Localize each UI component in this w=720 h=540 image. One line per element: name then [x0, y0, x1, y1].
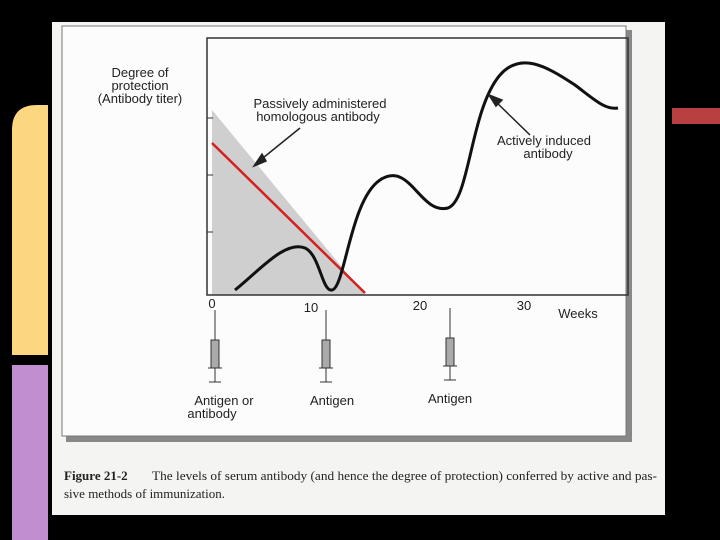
syringe-label: Antigen	[428, 391, 472, 406]
y-axis-label: protection	[111, 78, 168, 93]
annotation: antibody	[523, 146, 573, 161]
x-axis-label: Weeks	[558, 306, 598, 321]
annotation: Actively induced	[497, 133, 591, 148]
y-axis-label: Degree of	[111, 65, 168, 80]
frame	[61, 25, 627, 437]
passive-line	[211, 142, 366, 294]
caption-text: sive methods of immunization.	[64, 486, 225, 501]
syringe-label: Antigen	[310, 393, 354, 408]
annotation: homologous antibody	[256, 109, 380, 124]
caption-text: The levels of serum antibody (and hence …	[152, 468, 657, 483]
caption-label: Figure 21-2	[64, 468, 128, 483]
y-axis-label: (Antibody titer)	[98, 91, 183, 106]
arrows	[252, 93, 531, 168]
passive-area	[212, 110, 365, 295]
plot-box	[206, 37, 629, 296]
active-curve	[234, 61, 619, 292]
annotation: Passively administered	[254, 96, 387, 111]
x-tick-label: 30	[517, 298, 531, 313]
yellow-bar	[12, 105, 48, 355]
syringe-label: Antigen or	[194, 393, 254, 408]
x-tick-label: 0	[208, 296, 215, 311]
purple-bar	[12, 365, 48, 540]
syringes	[208, 308, 457, 383]
x-tick-label: 20	[413, 298, 427, 313]
x-tick-label: 10	[304, 300, 318, 315]
syringe-label: antibody	[187, 406, 237, 421]
red-bar	[672, 108, 720, 124]
